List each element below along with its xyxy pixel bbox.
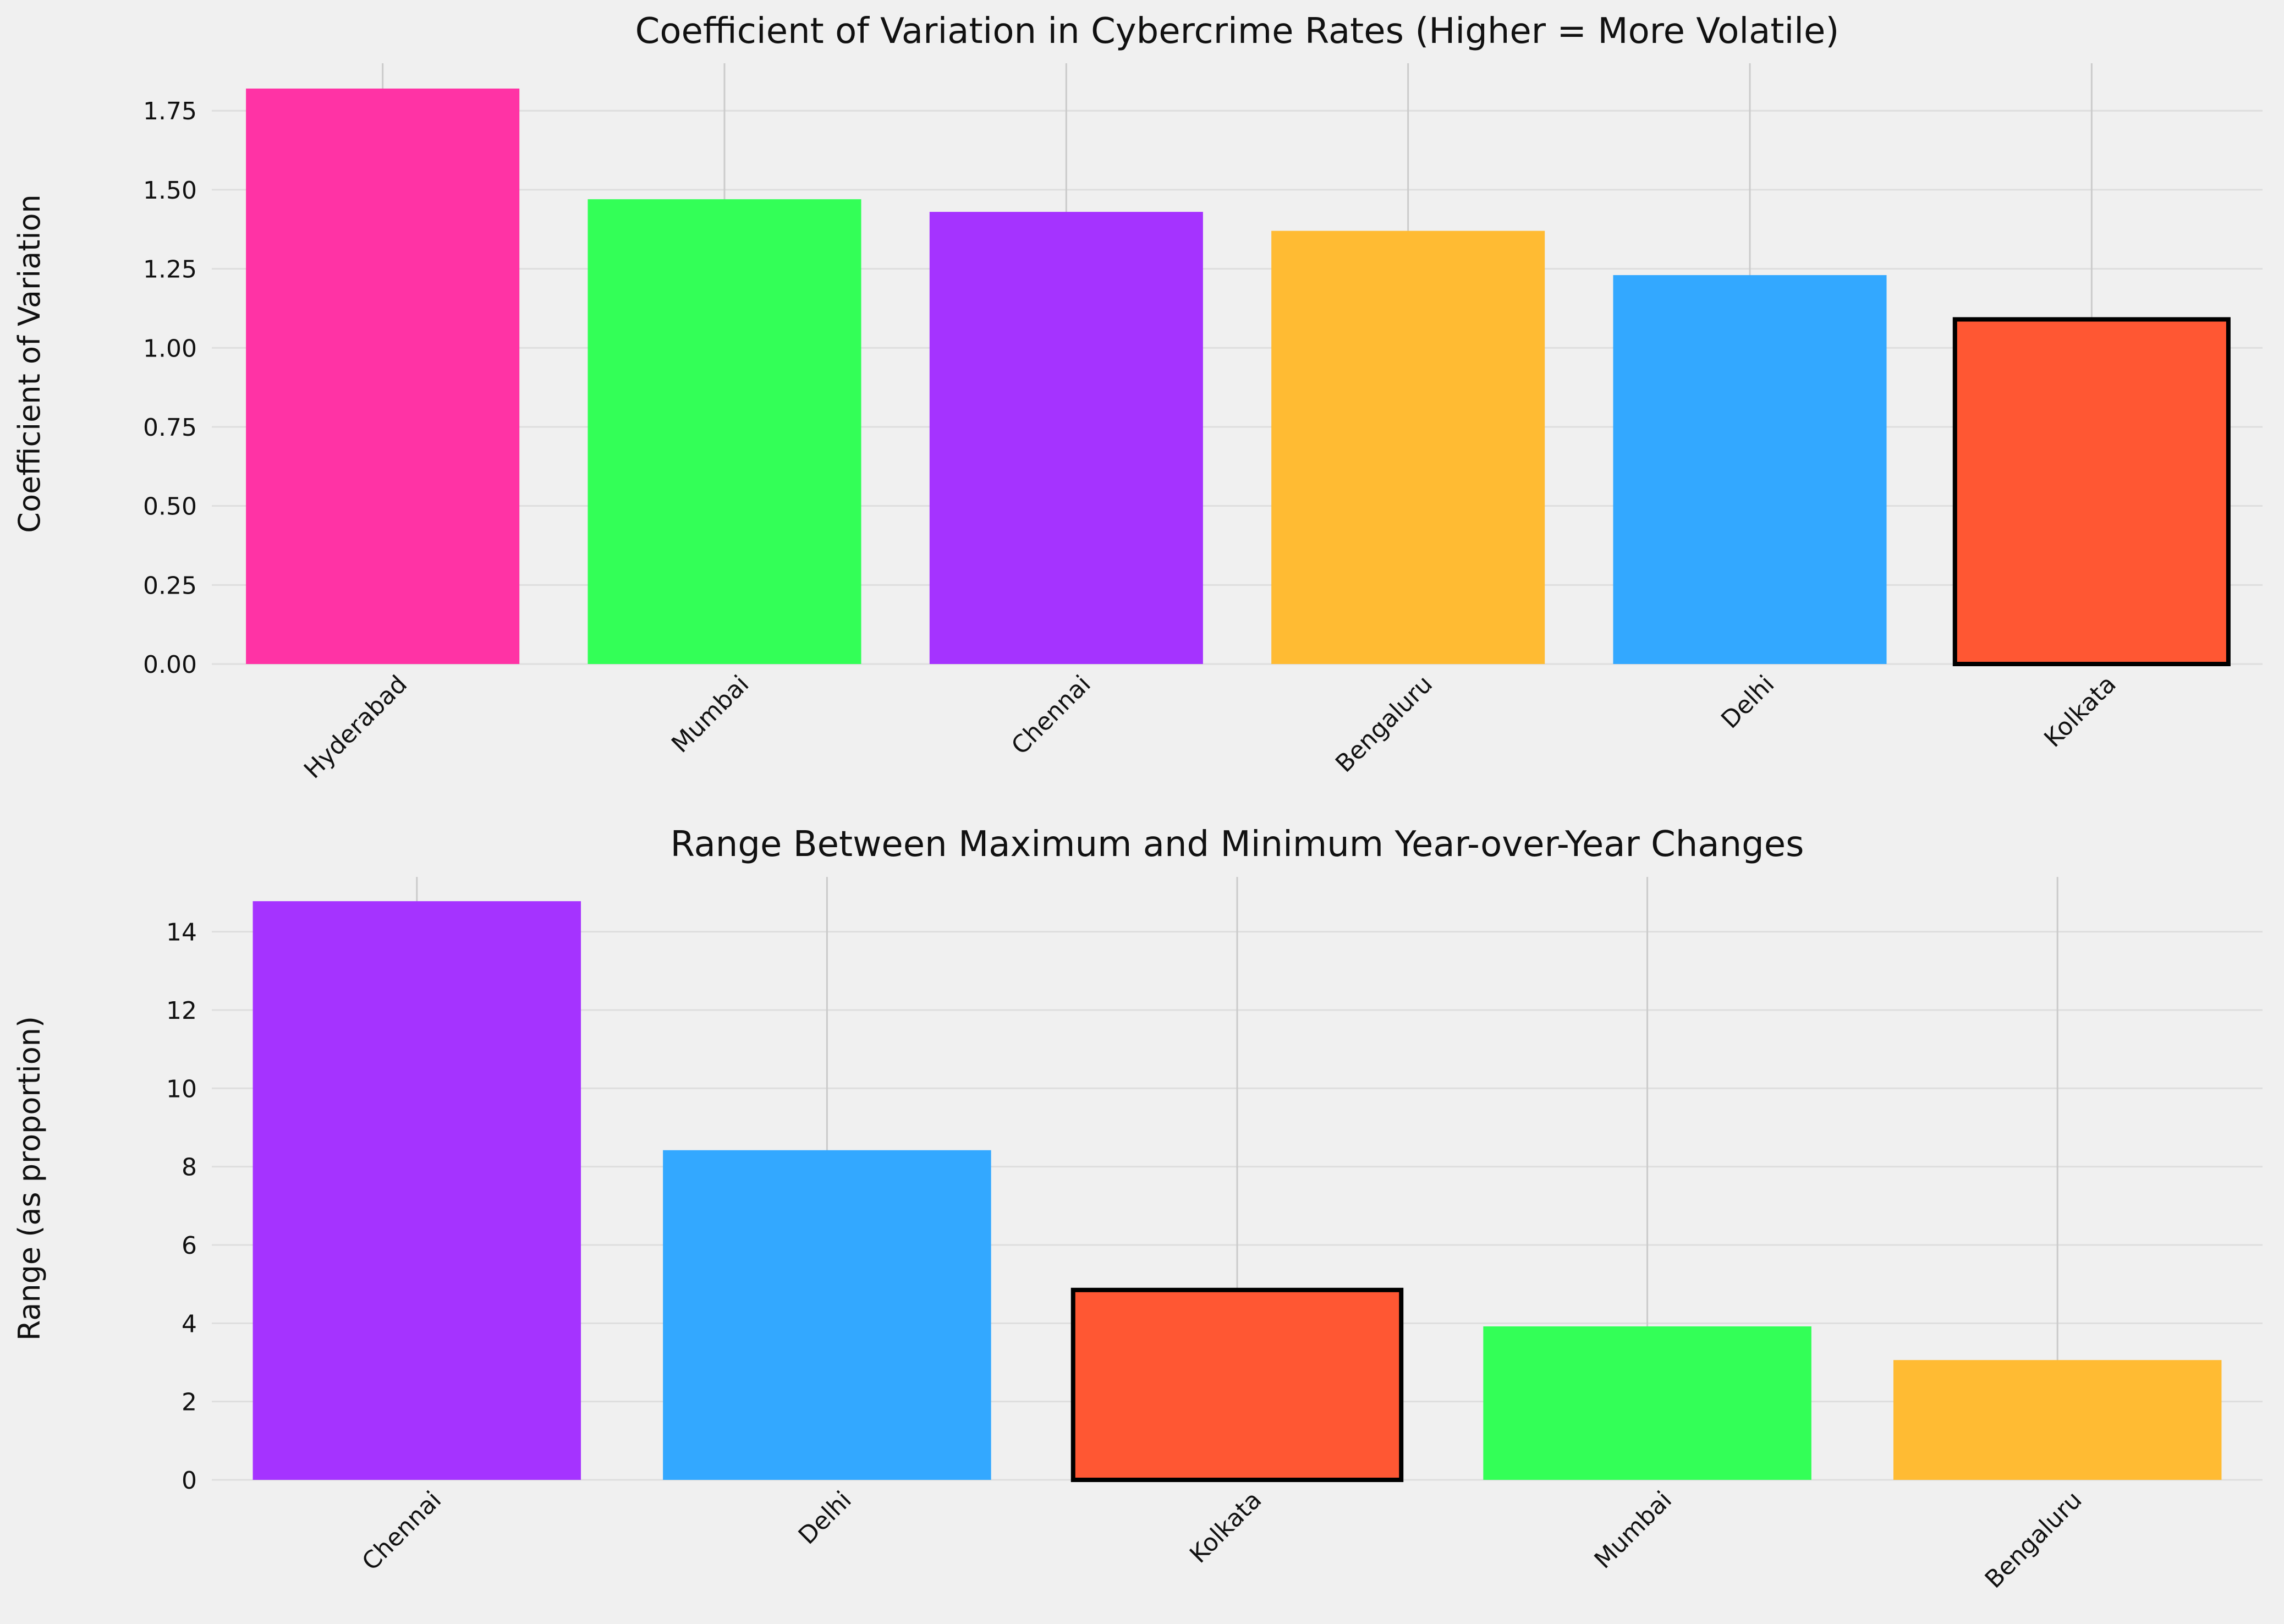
bar-kolkata <box>1070 1287 1404 1482</box>
chart-title: Range Between Maximum and Minimum Year-o… <box>671 824 1804 865</box>
bar-bengaluru <box>1893 1360 2222 1480</box>
y-tick-label: 4 <box>182 1310 197 1338</box>
y-tick-label: 1.50 <box>143 177 197 205</box>
y-tick-label: 14 <box>166 919 197 947</box>
y-axis-label: Range (as proportion) <box>12 1016 47 1341</box>
y-tick-label: 0 <box>182 1467 197 1495</box>
chart-1: 0.000.250.500.751.001.251.501.75Hyderaba… <box>12 11 2263 784</box>
y-tick-label: 1.25 <box>143 256 197 284</box>
bar-mumbai <box>1483 1326 1811 1480</box>
bar-hyderabad <box>246 88 520 664</box>
bar-kolkata <box>1952 317 2231 666</box>
bar-chennai <box>252 901 581 1480</box>
y-tick-label: 0.75 <box>143 414 197 442</box>
y-tick-label: 0.50 <box>143 493 197 521</box>
y-tick-label: 0.25 <box>143 572 197 600</box>
y-tick-label: 12 <box>166 997 197 1025</box>
bar-delhi <box>663 1150 991 1480</box>
bar-delhi <box>1613 275 1887 664</box>
y-tick-label: 10 <box>166 1075 197 1103</box>
bar-chennai <box>929 212 1203 664</box>
y-tick-label: 1.75 <box>143 97 197 125</box>
bar-bengaluru <box>1271 231 1545 664</box>
y-axis-label: Coefficient of Variation <box>12 194 47 533</box>
y-tick-label: 8 <box>182 1154 197 1182</box>
bar-mumbai <box>588 199 861 664</box>
chart-title: Coefficient of Variation in Cybercrime R… <box>635 11 1840 52</box>
y-tick-label: 0.00 <box>143 651 197 679</box>
y-tick-label: 1.00 <box>143 334 197 363</box>
y-tick-label: 2 <box>182 1389 197 1417</box>
y-tick-label: 6 <box>182 1232 197 1260</box>
